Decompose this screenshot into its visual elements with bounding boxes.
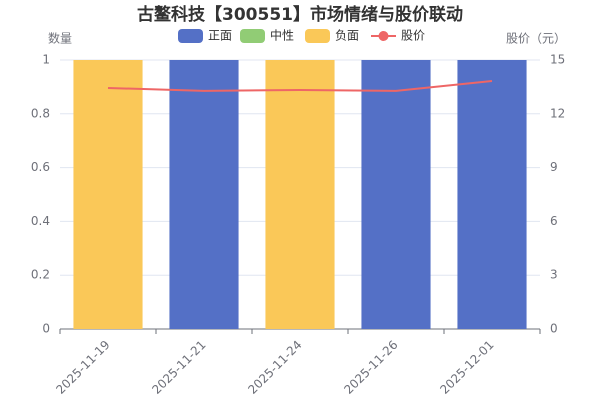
- y2-tick-label: 0: [550, 322, 558, 336]
- y2-tick-label: 3: [550, 268, 558, 282]
- y-tick-label: 0.4: [31, 214, 50, 228]
- x-tick-label: 2025-11-26: [341, 338, 400, 397]
- x-tick-label: 2025-11-19: [53, 338, 112, 397]
- chart-title: 古鳌科技【300551】市场情绪与股价联动: [137, 4, 463, 25]
- legend-label: 负面: [335, 29, 359, 43]
- x-tick-label: 2025-12-01: [437, 338, 496, 397]
- bar: [73, 60, 143, 329]
- y-tick-label: 0.2: [31, 268, 50, 282]
- legend-swatch: [240, 29, 265, 43]
- x-tick-label: 2025-11-21: [149, 338, 208, 397]
- bar: [169, 60, 239, 329]
- y2-tick-label: 12: [550, 106, 565, 120]
- y2-tick-label: 6: [550, 214, 558, 228]
- x-tick-label: 2025-11-24: [245, 338, 304, 397]
- legend-label: 正面: [208, 29, 232, 43]
- y2-tick-label: 9: [550, 160, 558, 174]
- price-line: [107, 79, 493, 92]
- bar: [457, 60, 527, 329]
- legend-label: 股价: [401, 29, 425, 43]
- y2-tick-label: 15: [550, 53, 565, 67]
- legend-swatch: [178, 29, 203, 43]
- y-tick-label: 0: [42, 322, 50, 336]
- y-axis-label: 数量: [48, 31, 72, 46]
- y2-axis-label: 股价（元）: [506, 32, 566, 46]
- legend-swatch: [378, 31, 389, 41]
- y-tick-label: 0.8: [31, 106, 50, 120]
- bar: [361, 60, 431, 329]
- legend-label: 中性: [270, 28, 294, 43]
- legend-swatch: [305, 29, 330, 43]
- y-tick-label: 1: [42, 53, 50, 67]
- bar: [265, 60, 335, 329]
- y-tick-label: 0.6: [31, 160, 50, 174]
